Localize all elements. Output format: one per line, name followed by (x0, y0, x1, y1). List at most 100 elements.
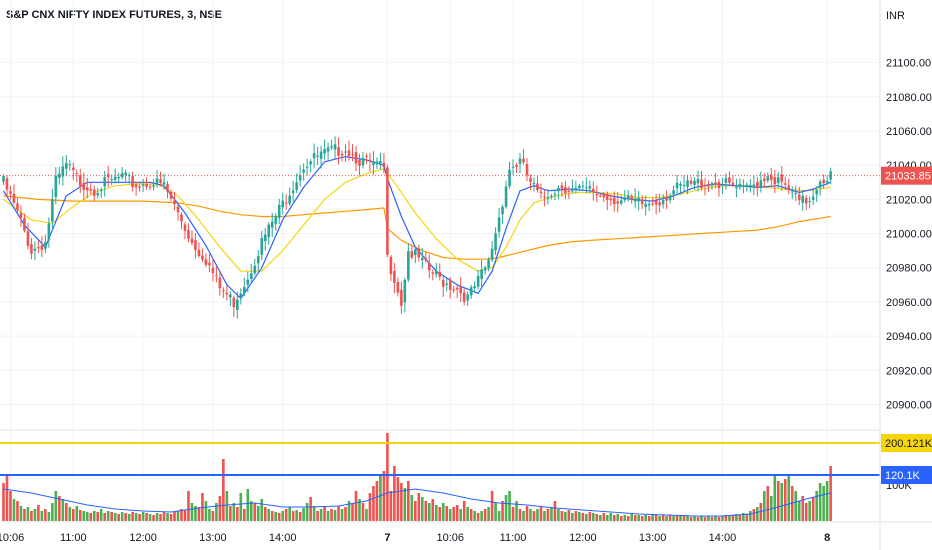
time-tick-label: 14:00 (269, 532, 297, 544)
price-axis[interactable]: 21100.0021080.0021060.0021040.0021020.00… (886, 58, 932, 492)
candle (459, 277, 462, 302)
candle (581, 181, 585, 190)
volume-bar (407, 481, 410, 521)
volume-bar (759, 503, 763, 521)
candle (407, 243, 410, 283)
volume-bar (804, 503, 808, 521)
candle (735, 178, 738, 198)
volume-bar (68, 507, 72, 521)
candle (644, 195, 647, 216)
volume-bar (141, 512, 145, 521)
volume-bar (386, 433, 389, 521)
candle (626, 189, 630, 202)
candle (372, 151, 375, 175)
volume-bar (480, 511, 483, 521)
volume-bar (766, 486, 770, 521)
candle (365, 153, 368, 164)
volume-bar (672, 516, 675, 521)
candle (776, 172, 780, 189)
volume-bar (96, 512, 100, 521)
candle (51, 188, 54, 228)
volume-bar (365, 509, 368, 521)
volume-bar (351, 503, 354, 521)
time-tick-label: 14:00 (709, 532, 737, 544)
volume-bar (124, 513, 127, 521)
volume-ma-line (3, 488, 831, 517)
candle (61, 156, 65, 186)
volume-bar (466, 507, 469, 521)
candle (564, 181, 567, 200)
candle (578, 183, 581, 192)
candle (19, 205, 23, 227)
candle (176, 204, 180, 221)
currency-label[interactable]: INR (886, 10, 905, 22)
volume-bar (26, 507, 30, 521)
candle (229, 291, 232, 307)
candle (256, 250, 260, 272)
candle (103, 170, 107, 197)
candle (44, 234, 47, 254)
candle (330, 139, 333, 150)
candle (23, 213, 26, 233)
volume-bar (539, 506, 543, 521)
volume-bar (281, 511, 284, 521)
candle (354, 146, 358, 172)
volume-bar (518, 509, 522, 521)
volume-bar (194, 506, 197, 521)
volume-bar (661, 515, 665, 521)
volume-bar (270, 511, 274, 521)
candle (808, 196, 811, 209)
candle (539, 183, 543, 199)
candle (567, 186, 571, 200)
candle (553, 189, 557, 200)
candle (588, 180, 592, 194)
volume-bar (319, 509, 323, 521)
volume-bar (787, 476, 791, 521)
candle (689, 176, 693, 187)
candle (47, 217, 51, 248)
candle (829, 167, 832, 185)
candle (483, 265, 487, 275)
volume-bar (609, 513, 613, 521)
volume-bar (173, 512, 176, 521)
candle (504, 180, 508, 209)
candle (124, 169, 127, 182)
candle (270, 212, 274, 238)
volume-bar (598, 515, 602, 521)
candle (288, 187, 291, 207)
candle (462, 288, 466, 306)
volume-bar (330, 509, 333, 521)
candle (358, 153, 361, 176)
volume-hline-label: 120.1K (885, 470, 921, 482)
volume-bar (801, 496, 805, 521)
candle (518, 152, 522, 174)
candle (173, 191, 176, 211)
volume-bar (487, 507, 490, 521)
price-tick-label: 21080.00 (886, 92, 932, 104)
volume-bar (298, 512, 302, 521)
candle (448, 277, 452, 299)
volume-bar (714, 516, 717, 521)
volume-bar (462, 501, 466, 521)
volume-hline-label: 200.121K (885, 438, 932, 450)
volume-bar (37, 505, 40, 521)
candle (347, 140, 351, 161)
volume-bar (236, 507, 239, 521)
ma-fast-line (2, 155, 831, 300)
candle (222, 287, 225, 299)
candle (9, 185, 12, 200)
volume-bar (347, 501, 351, 521)
volume-bar (99, 509, 103, 521)
time-axis[interactable]: 10:06 11:00 12:00 13:00 14:00 7 10:06 11:00 12:0… (0, 532, 830, 544)
candle (651, 197, 654, 207)
candle (291, 180, 295, 202)
volume-bar (113, 513, 117, 521)
volume-bar (543, 511, 546, 521)
candle (682, 174, 686, 192)
volume-bar (204, 501, 208, 521)
volume-bar (557, 509, 560, 521)
price-tick-label: 20920.00 (886, 365, 932, 377)
candle (82, 172, 86, 201)
candle (337, 137, 340, 165)
